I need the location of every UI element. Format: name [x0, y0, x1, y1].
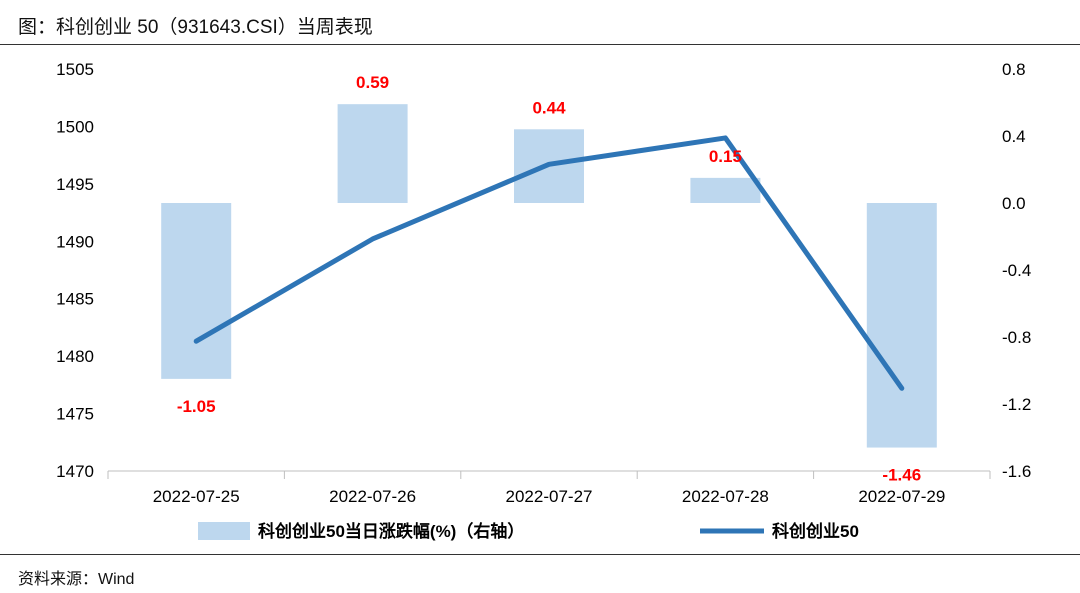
x-tick-label: 2022-07-29 — [858, 487, 945, 506]
bar-series — [161, 104, 937, 448]
legend: 科创创业50当日涨跌幅(%)（右轴） 科创创业50 — [198, 521, 859, 541]
bottom-rule — [0, 554, 1080, 555]
right-tick-label: 0.4 — [1002, 127, 1026, 146]
x-tick-label: 2022-07-25 — [153, 487, 240, 506]
left-tick-label: 1475 — [56, 405, 94, 424]
left-tick-label: 1495 — [56, 175, 94, 194]
left-tick-label: 1500 — [56, 117, 94, 136]
bar-2022-07-26 — [337, 104, 408, 203]
chart-title: 图：科创创业 50（931643.CSI）当周表现 — [18, 17, 373, 38]
data-label-2022-07-25: -1.05 — [177, 397, 216, 416]
source-note: 资料来源：Wind — [18, 571, 135, 588]
left-tick-label: 1480 — [56, 347, 94, 366]
data-label-2022-07-28: 0.15 — [709, 147, 742, 166]
left-tick-label: 1470 — [56, 462, 94, 481]
data-label-2022-07-27: 0.44 — [532, 98, 566, 117]
line-series — [193, 135, 905, 391]
bar-2022-07-25 — [161, 203, 232, 379]
right-tick-label: -1.6 — [1002, 462, 1031, 481]
right-tick-label: 0.8 — [1002, 60, 1026, 79]
right-tick-label: -0.4 — [1002, 261, 1031, 280]
right-tick-label: 0.0 — [1002, 194, 1026, 213]
legend-line-label: 科创创业50 — [772, 521, 859, 541]
data-label-2022-07-29: -1.46 — [882, 466, 921, 485]
combo-chart: 2022-07-25 2022-07-26 2022-07-27 2022-07-28… — [56, 60, 1031, 541]
legend-bar-swatch — [198, 522, 250, 540]
left-tick-label: 1505 — [56, 60, 94, 79]
x-tick-label: 2022-07-27 — [506, 487, 593, 506]
bar-2022-07-29 — [866, 203, 937, 448]
right-tick-label: -1.2 — [1002, 395, 1031, 414]
data-labels: -1.05 0.59 0.44 0.15 -1.46 — [177, 73, 921, 484]
x-tick-label: 2022-07-28 — [682, 487, 769, 506]
left-tick-label: 1485 — [56, 290, 94, 309]
x-tick-label: 2022-07-26 — [329, 487, 416, 506]
axes: 2022-07-25 2022-07-26 2022-07-27 2022-07-28… — [56, 60, 1031, 506]
data-label-2022-07-26: 0.59 — [356, 73, 389, 92]
legend-bar-label: 科创创业50当日涨跌幅(%)（右轴） — [258, 521, 524, 541]
left-tick-label: 1490 — [56, 232, 94, 251]
top-rule — [0, 44, 1080, 45]
right-tick-label: -0.8 — [1002, 328, 1031, 347]
bar-2022-07-28 — [690, 177, 761, 203]
